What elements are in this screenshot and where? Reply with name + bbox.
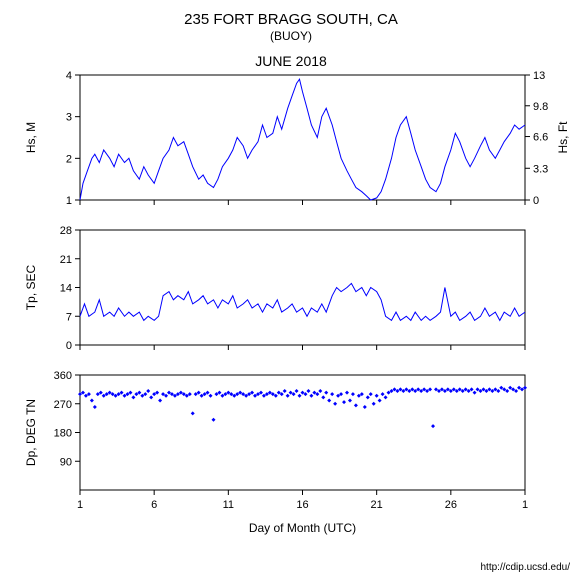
scatter-point [381, 392, 385, 396]
x-label: Day of Month (UTC) [249, 521, 356, 535]
y-tick-label-right: 13 [533, 70, 545, 82]
scatter-point [286, 394, 290, 398]
scatter-point [306, 389, 310, 393]
y-label-right: Hs, Ft [556, 121, 570, 154]
y-tick-label: 270 [54, 399, 72, 411]
scatter-point [348, 399, 352, 403]
scatter-point [298, 394, 302, 398]
scatter-point [283, 389, 287, 393]
scatter-point [473, 391, 477, 395]
scatter-point [309, 394, 313, 398]
chart-frame [80, 230, 525, 345]
scatter-point [372, 402, 376, 406]
scatter-point [369, 392, 373, 396]
scatter-point [131, 395, 135, 399]
y-tick-label-right: 9.8 [533, 101, 548, 113]
subtitle: (BUOY) [270, 29, 312, 43]
y-tick-label: 14 [60, 283, 72, 295]
scatter-point [342, 400, 346, 404]
scatter-point [327, 399, 331, 403]
scatter-point [345, 391, 349, 395]
y-tick-label: 4 [66, 70, 72, 82]
x-tick-label: 1 [77, 499, 83, 511]
x-tick-label: 26 [445, 499, 457, 511]
y-tick-label: 90 [60, 456, 72, 468]
y-tick-label: 21 [60, 254, 72, 266]
scatter-point [333, 402, 337, 406]
y-tick-label-right: 0 [533, 195, 539, 207]
scatter-point [366, 395, 370, 399]
scatter-point [158, 399, 162, 403]
scatter-point [378, 399, 382, 403]
x-tick-label: 1 [522, 499, 528, 511]
scatter-point [191, 411, 195, 415]
chart-svg: 235 FORT BRAGG SOUTH, CA(BUOY) JUNE 2018 1… [0, 0, 582, 581]
scatter-point [330, 392, 334, 396]
scatter-point [295, 389, 299, 393]
data-line [80, 283, 525, 320]
scatter-point [384, 395, 388, 399]
chart-frame [80, 75, 525, 200]
title: 235 FORT BRAGG SOUTH, CA [184, 11, 398, 28]
y-label: Dp, DEG TN [24, 399, 38, 466]
month-label: JUNE 2018 [255, 53, 327, 69]
scatter-point [375, 394, 379, 398]
scatter-point [93, 405, 97, 409]
scatter-point [318, 389, 322, 393]
data-line [80, 79, 525, 200]
x-tick-label: 16 [296, 499, 308, 511]
scatter-point [321, 395, 325, 399]
x-tick-label: 11 [223, 499, 234, 511]
scatter-point [363, 405, 367, 409]
y-label: Tp, SEC [24, 265, 38, 311]
scatter-point [212, 418, 216, 422]
y-tick-label-right: 6.6 [533, 132, 548, 144]
scatter-point [354, 403, 358, 407]
y-tick-label: 180 [54, 428, 72, 440]
y-tick-label: 360 [54, 370, 72, 382]
scatter-point [209, 394, 213, 398]
scatter-point [149, 395, 153, 399]
x-tick-label: 21 [371, 499, 383, 511]
y-tick-label: 2 [66, 153, 72, 165]
scatter-point [351, 392, 355, 396]
footer-link: http://cdip.ucsd.edu/ [480, 562, 570, 573]
y-tick-label: 1 [66, 195, 72, 207]
scatter-group [78, 386, 527, 428]
chart-container: 235 FORT BRAGG SOUTH, CA(BUOY) JUNE 2018 1… [0, 0, 582, 581]
y-tick-label-right: 3.3 [533, 163, 548, 175]
y-tick-label: 0 [66, 340, 72, 352]
scatter-point [324, 391, 328, 395]
scatter-point [90, 399, 94, 403]
y-tick-label: 28 [60, 225, 72, 237]
scatter-point [431, 424, 435, 428]
y-tick-label: 3 [66, 112, 72, 124]
y-label: Hs, M [24, 122, 38, 153]
y-tick-label: 7 [66, 311, 72, 323]
x-tick-label: 6 [151, 499, 157, 511]
scatter-point [146, 389, 150, 393]
